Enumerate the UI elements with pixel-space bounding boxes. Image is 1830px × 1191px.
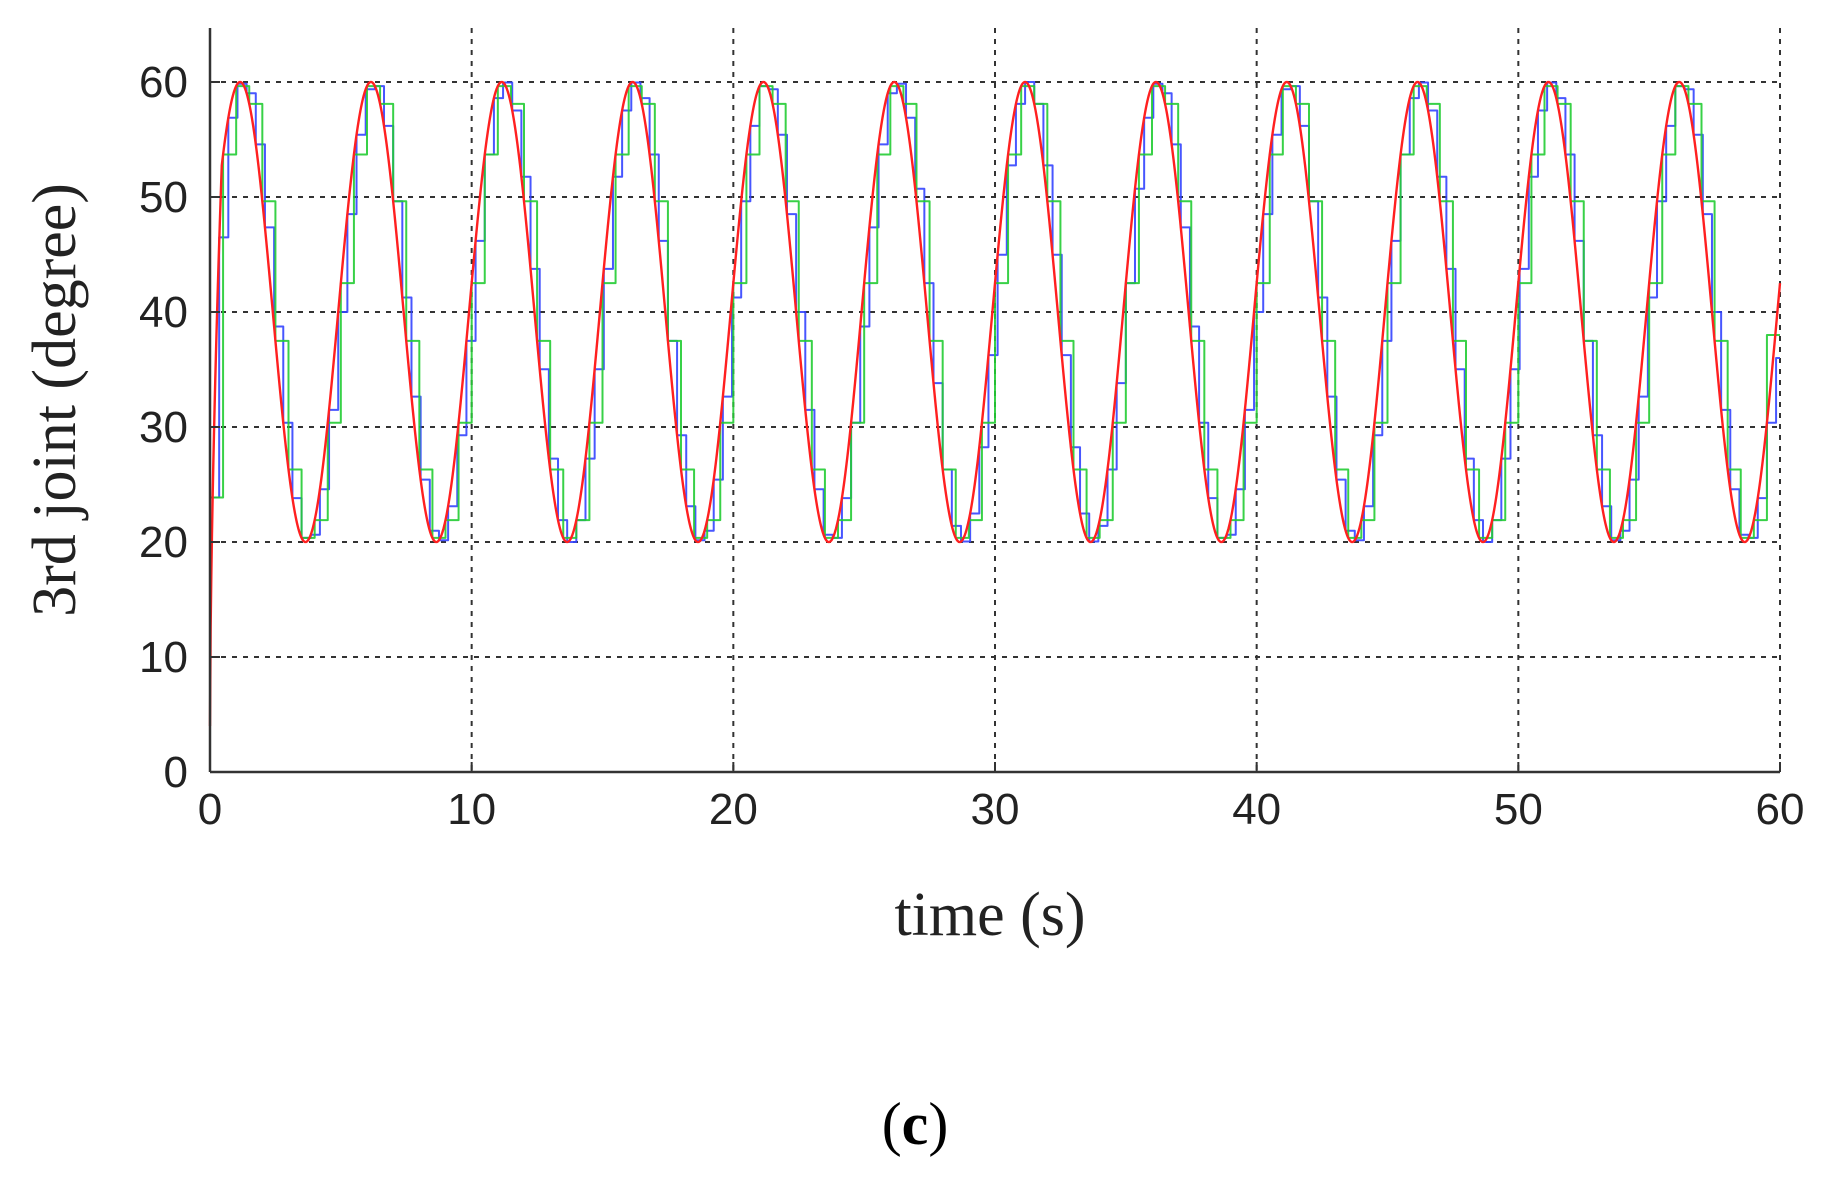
x-axis-title: time (s) (894, 881, 1085, 949)
panel-label-open: ( (881, 1091, 902, 1157)
series-line-0 (208, 80, 1782, 727)
y-tick-label-50: 50 (139, 173, 188, 222)
y-tick-label-30: 30 (139, 403, 188, 452)
panel-label: (c) (0, 1090, 1830, 1159)
tick-labels: 0 10 20 30 40 50 60 0 10 20 30 40 50 60 (139, 58, 1804, 834)
axes (208, 28, 1781, 774)
panel-label-letter: c (901, 1091, 929, 1157)
x-tick-label-0: 0 (198, 785, 222, 834)
y-tick-label-10: 10 (139, 633, 188, 682)
x-tick-label-10: 10 (447, 785, 496, 834)
x-tick-label-50: 50 (1494, 785, 1543, 834)
series-lines (208, 80, 1782, 727)
y-axis-title: 3rd joint (degree) (21, 183, 89, 617)
panel-label-close: ) (928, 1091, 949, 1157)
series-line-2 (209, 85, 1780, 680)
y-tick-label-60: 60 (139, 58, 188, 107)
y-tick-label-40: 40 (139, 288, 188, 337)
x-tick-label-60: 60 (1756, 785, 1805, 834)
x-tick-label-40: 40 (1232, 785, 1281, 834)
series-line-1 (209, 81, 1780, 680)
x-tick-label-30: 30 (971, 785, 1020, 834)
y-tick-label-0: 0 (164, 748, 188, 797)
x-tick-label-20: 20 (709, 785, 758, 834)
y-tick-label-20: 20 (139, 518, 188, 567)
